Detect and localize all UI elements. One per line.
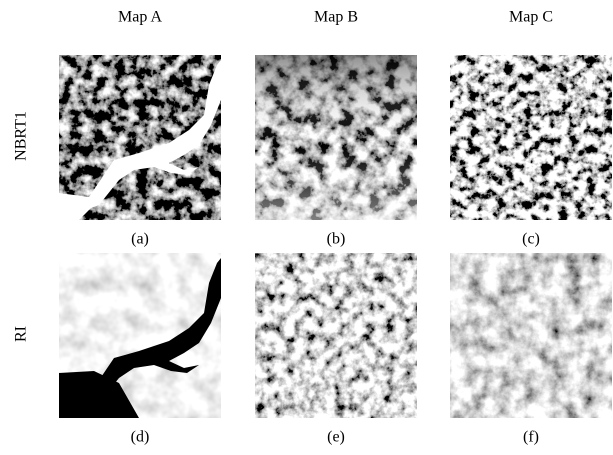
map-image [59,55,221,220]
subcaption: (b) [327,231,346,248]
map-image [255,253,417,418]
subcaption: (a) [131,231,149,248]
column-header: Map B [314,9,358,26]
tone-overlay [255,55,417,220]
column-header: Map C [509,9,553,26]
map-image [255,55,417,220]
map-image [59,253,221,418]
map-image [450,55,612,220]
map-image [450,253,612,418]
column-header: Map A [118,9,162,26]
row-label: NBRT1 [13,111,30,161]
subcaption: (f) [523,429,539,446]
image-texture [450,55,612,220]
image-texture [255,253,417,418]
figure: Map A Map B Map C NBRT1 (a) (b) (c) RI (d) (e) (f) [0,0,613,450]
subcaption: (c) [522,231,540,248]
row-label: RI [13,326,30,342]
subcaption: (e) [327,429,345,446]
image-texture [450,253,612,418]
subcaption: (d) [131,429,150,446]
